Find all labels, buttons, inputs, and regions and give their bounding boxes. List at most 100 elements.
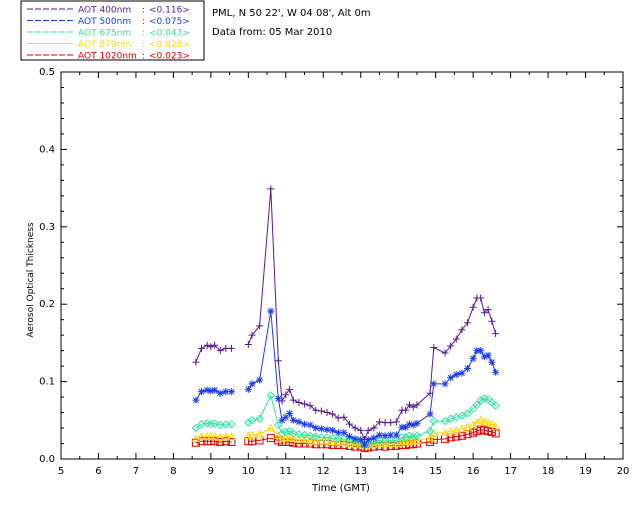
data-point-diamond: [274, 420, 283, 430]
data-point-triangle: [255, 429, 264, 438]
data-point-star: [306, 421, 314, 429]
data-point-plus: [430, 344, 438, 352]
data-point-star: [375, 431, 383, 439]
data-point-triangle: [440, 428, 450, 436]
data-point-triangle: [476, 415, 485, 424]
data-point-plus: [402, 406, 410, 414]
data-point-plus: [203, 341, 211, 349]
legend-label: AOT 870nm: [78, 40, 131, 50]
data-point-star: [387, 431, 395, 439]
data-point-plus: [317, 407, 325, 415]
legend-average: <0.043>: [149, 29, 190, 39]
data-point-triangle: [425, 433, 435, 442]
data-point-diamond: [300, 430, 309, 440]
data-point-diamond: [277, 429, 287, 438]
data-point-plus: [387, 419, 395, 427]
data-point-diamond: [289, 429, 298, 438]
data-point-star: [452, 371, 460, 379]
data-point-plus: [360, 436, 368, 444]
data-point-star: [477, 347, 485, 355]
data-point-square: [210, 437, 219, 446]
data-point-plus: [357, 426, 365, 434]
y-tick-label: 0.4: [39, 144, 55, 155]
data-point-triangle: [210, 432, 219, 440]
data-point-triangle: [221, 432, 231, 440]
data-point-triangle: [391, 438, 401, 447]
data-point-plus: [426, 389, 434, 397]
data-point-diamond: [294, 430, 304, 439]
x-tick-label: 11: [279, 466, 292, 477]
data-point-plus: [392, 418, 400, 426]
data-point-diamond: [472, 400, 482, 410]
data-point-plus: [340, 413, 348, 421]
data-point-plus: [274, 357, 282, 365]
x-tick-label: 17: [504, 466, 517, 477]
data-point-star: [192, 396, 200, 404]
data-point-plus: [452, 335, 460, 343]
data-point-star: [413, 419, 421, 427]
data-point-star: [392, 431, 400, 439]
data-point-plus: [207, 343, 215, 351]
data-point-diamond: [334, 434, 343, 444]
data-point-star: [227, 388, 235, 396]
data-point-plus: [464, 319, 472, 327]
x-tick-label: 20: [617, 466, 630, 477]
x-tick-label: 19: [579, 466, 592, 477]
data-point-triangle: [300, 435, 309, 443]
data-point-triangle: [294, 435, 304, 443]
data-point-plus: [345, 420, 353, 428]
data-point-diamond: [206, 419, 216, 429]
data-point-square: [191, 438, 200, 447]
data-point-star: [203, 386, 211, 394]
data-point-diamond: [392, 436, 401, 445]
data-point-plus: [370, 424, 378, 432]
data-point-triangle: [247, 430, 257, 439]
data-point-plus: [301, 400, 309, 408]
legend-colon: :: [142, 29, 145, 39]
y-tick-label: 0.0: [39, 454, 55, 465]
data-point-triangle: [386, 438, 396, 447]
series-group: [192, 185, 500, 444]
series-group: [192, 307, 500, 449]
data-point-diamond: [191, 423, 201, 433]
legend: AOT 400nm: <0.116> AOT 500nm: <0.075> AOT 67…: [20, 0, 205, 62]
data-point-star: [286, 409, 294, 417]
legend-box: [20, 0, 205, 61]
data-point-star: [458, 369, 466, 377]
data-point-plus: [405, 401, 413, 409]
data-point-star: [317, 425, 325, 433]
data-point-plus: [216, 347, 224, 355]
data-point-star: [312, 424, 320, 432]
data-point-triangle: [375, 438, 384, 447]
data-point-star: [357, 436, 365, 444]
data-point-triangle: [333, 437, 343, 446]
data-point-square: [221, 437, 230, 446]
data-point-diamond: [397, 433, 407, 442]
data-point-plus: [295, 398, 303, 406]
data-point-triangle: [487, 419, 497, 428]
data-point-triangle: [305, 435, 315, 444]
data-point-diamond: [311, 432, 320, 441]
data-point-triangle: [412, 435, 422, 444]
data-point-triangle: [480, 417, 489, 426]
data-point-star: [289, 416, 297, 424]
data-point-triangle: [215, 432, 225, 441]
data-point-plus: [278, 397, 286, 405]
data-point-plus: [480, 309, 488, 317]
data-point-plus: [413, 401, 421, 409]
data-point-star: [441, 380, 449, 388]
data-point-triangle: [311, 436, 321, 445]
data-point-star: [282, 413, 290, 421]
data-point-plus: [469, 303, 477, 311]
y-tick-label: 0.2: [39, 299, 55, 310]
data-point-plus: [477, 294, 485, 302]
data-point-plus: [306, 402, 314, 410]
data-point-plus: [375, 418, 383, 426]
data-point-star: [216, 389, 224, 397]
data-point-plus: [248, 331, 256, 339]
data-point-plus: [334, 414, 342, 422]
data-point-triangle: [345, 438, 354, 447]
x-tick-label: 6: [95, 466, 101, 477]
data-point-star: [248, 380, 256, 388]
